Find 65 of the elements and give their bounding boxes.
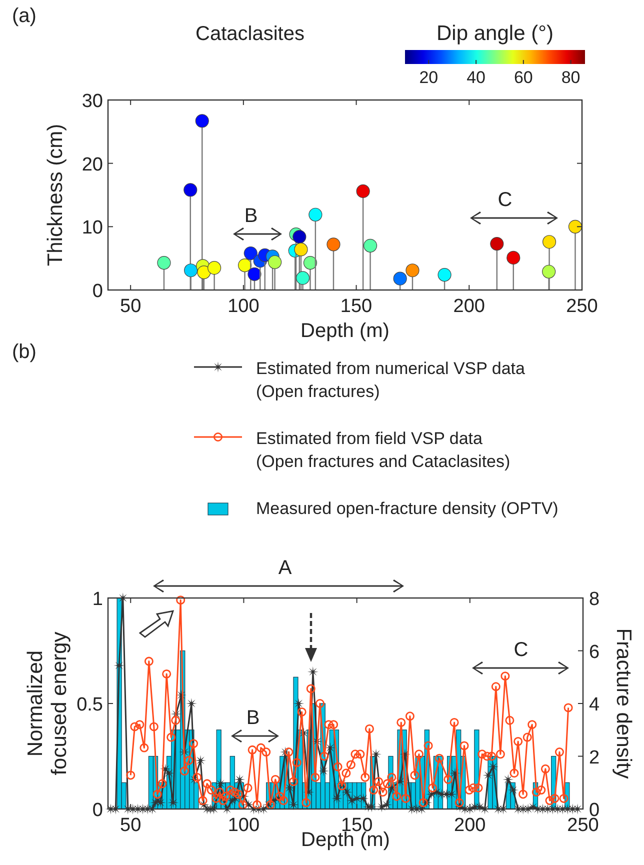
y-tick-label: 30 (82, 91, 103, 112)
annotation: B (246, 707, 260, 729)
y2-tick-label: 8 (589, 589, 600, 610)
point (542, 264, 556, 278)
point (438, 268, 452, 282)
legend-label: Estimated from field VSP data (Open fractures and Cataclasites) (256, 429, 510, 471)
x-tick-label: 250 (566, 296, 598, 317)
x-tick-label: 150 (340, 296, 372, 317)
y-tick-label: 0 (92, 800, 103, 821)
color-bar-label: 80 (561, 68, 580, 87)
y-tick-label: 0.5 (76, 694, 103, 716)
point (248, 267, 262, 281)
point (268, 255, 282, 269)
point (490, 236, 504, 251)
point (195, 114, 209, 128)
y-tick-label: 0 (92, 281, 103, 302)
x-tick-label: 100 (228, 815, 260, 836)
x-tick-label: 100 (228, 296, 260, 317)
text: (a) (12, 5, 36, 27)
y2-tick-label: 4 (589, 694, 600, 716)
y-tick-label: 10 (82, 218, 103, 239)
color-bar-label: 60 (514, 68, 533, 87)
point (356, 184, 370, 198)
y2-tick-label: 6 (589, 642, 600, 663)
color-bar-label: 20 (419, 68, 438, 87)
point (184, 264, 198, 278)
point (326, 238, 340, 252)
y-tick-label: 20 (82, 154, 103, 176)
point (568, 220, 582, 234)
x-tick-label: 50 (120, 815, 142, 836)
text: (b) (12, 341, 36, 363)
y-tick-label: 1 (92, 589, 103, 610)
color-bar-label: 40 (466, 68, 486, 87)
y2-tick-label: 2 (589, 747, 600, 768)
point (363, 238, 378, 252)
point (244, 246, 258, 260)
y2-axis-title: Fracture density (612, 628, 635, 780)
color-bar-title: Dip angle (°) (436, 22, 554, 45)
point (542, 235, 556, 249)
point (406, 264, 420, 278)
point (208, 261, 222, 275)
point (506, 250, 520, 264)
x-tick-label: 200 (453, 296, 485, 317)
point (308, 208, 322, 222)
point (184, 183, 198, 197)
point (393, 272, 407, 286)
annotation: B (244, 205, 258, 227)
legend-label: Estimated from numerical VSP data (Open fractures) (256, 359, 526, 401)
y-axis-title: Normalized focused energy (24, 631, 71, 776)
point (238, 258, 252, 272)
point (292, 230, 306, 244)
legend-label: Measured open-fracture density (OPTV) (256, 499, 558, 518)
annotation: C (514, 639, 528, 661)
point (296, 271, 310, 285)
y-axis-title: Thickness (cm) (44, 124, 67, 266)
chart-title: Cataclasites (196, 23, 304, 45)
x-tick-label: 50 (120, 296, 142, 317)
annotation: C (498, 189, 512, 211)
point (303, 256, 318, 270)
x-tick-label: 200 (454, 815, 486, 836)
x-axis-title: Depth (m) (300, 320, 390, 342)
point (157, 256, 171, 270)
point (197, 265, 211, 280)
text: A (278, 557, 292, 579)
point (294, 242, 308, 256)
